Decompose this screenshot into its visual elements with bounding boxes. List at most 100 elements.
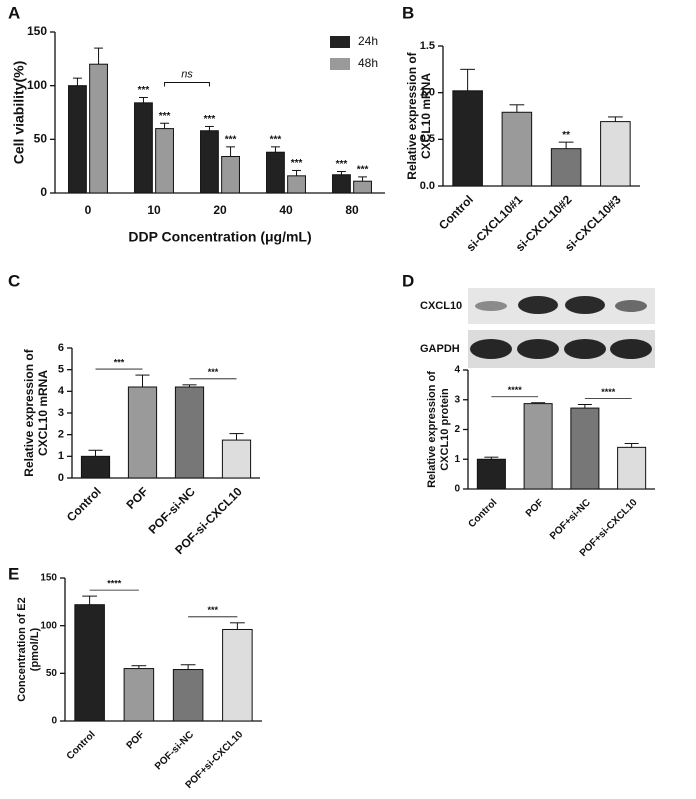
x-axis-title: DDP Concentration (μg/mL) xyxy=(128,229,311,245)
y-axis-title: Cell viability(%) xyxy=(11,61,27,164)
significance-label: *** xyxy=(336,159,348,170)
y-tick-label: 0.5 xyxy=(420,133,435,145)
blot-band xyxy=(564,339,606,359)
x-tick-label: POF+si-NC xyxy=(548,497,593,542)
bar xyxy=(123,668,155,722)
x-tick-label: Control xyxy=(466,497,499,530)
bar xyxy=(172,669,204,722)
blot-band xyxy=(475,301,507,311)
y-axis-title: Concentration of E2 xyxy=(16,597,28,702)
x-tick-label: 20 xyxy=(213,203,227,217)
bar xyxy=(174,386,205,479)
bar xyxy=(74,604,105,722)
y-tick-label: 1.5 xyxy=(420,40,435,52)
bar xyxy=(134,102,153,194)
y-tick-label: 0 xyxy=(58,472,64,484)
legend-label: 48h xyxy=(358,56,378,70)
blot-band xyxy=(610,339,652,359)
ns-label: ns xyxy=(181,68,193,80)
ns-bracket xyxy=(164,81,210,87)
blot-band xyxy=(518,296,558,314)
bar xyxy=(221,156,240,194)
panel-label: D xyxy=(402,271,414,290)
bar xyxy=(617,446,647,490)
blot-label: CXCL10 xyxy=(420,300,462,312)
y-tick-label: 50 xyxy=(46,668,58,679)
y-axis-title: Relative expression of xyxy=(405,51,419,179)
bar xyxy=(501,111,533,187)
bar xyxy=(523,403,553,490)
significance-label: ** xyxy=(562,130,570,141)
y-tick-label: 2 xyxy=(58,429,64,441)
comparison-label: *** xyxy=(208,367,219,377)
legend-swatch xyxy=(330,58,350,70)
y-tick-label: 0 xyxy=(454,484,460,495)
bar xyxy=(266,151,285,194)
y-tick-label: 150 xyxy=(40,573,57,584)
x-tick-label: POF-si-NC xyxy=(153,729,196,772)
y-tick-label: 1 xyxy=(58,450,64,462)
y-tick-label: 6 xyxy=(58,342,64,354)
y-tick-label: 0.0 xyxy=(420,180,435,192)
y-axis-title: Relative expression of xyxy=(426,371,438,488)
y-axis-title: (pmol/L) xyxy=(29,627,41,671)
bar xyxy=(600,121,631,187)
bar xyxy=(570,407,600,490)
significance-label: *** xyxy=(270,134,282,145)
x-tick-label: 80 xyxy=(345,203,359,217)
significance-label: *** xyxy=(357,165,369,176)
significance-label: *** xyxy=(138,85,150,96)
x-tick-label: POF xyxy=(124,484,151,511)
y-tick-label: 0 xyxy=(51,716,57,727)
y-tick-label: 1 xyxy=(454,454,460,465)
x-tick-label: 0 xyxy=(85,203,92,217)
comparison-label: **** xyxy=(107,578,122,588)
y-tick-label: 4 xyxy=(454,365,460,376)
significance-label: *** xyxy=(159,111,171,122)
bar xyxy=(155,128,174,194)
panel-label: E xyxy=(8,564,19,583)
x-tick-label: Control xyxy=(436,192,476,232)
panel-label: A xyxy=(8,3,20,22)
blot-band xyxy=(615,300,647,312)
y-tick-label: 50 xyxy=(34,132,48,146)
x-tick-label: POF xyxy=(524,497,546,519)
y-tick-label: 2 xyxy=(454,424,460,435)
bar xyxy=(476,458,506,490)
y-tick-label: 100 xyxy=(27,78,47,92)
x-tick-label: 10 xyxy=(147,203,161,217)
bar xyxy=(127,386,158,479)
western-blot xyxy=(468,288,655,368)
bar xyxy=(222,628,253,722)
x-tick-label: Control xyxy=(65,729,98,762)
bar xyxy=(550,148,582,187)
panel-label: C xyxy=(8,271,20,290)
y-tick-label: 5 xyxy=(58,364,64,376)
comparison-label: *** xyxy=(207,605,218,615)
y-tick-label: 0 xyxy=(40,185,47,199)
y-tick-label: 1.0 xyxy=(420,87,435,99)
significance-label: *** xyxy=(225,134,237,145)
y-tick-label: 3 xyxy=(58,407,64,419)
blot-band xyxy=(565,296,605,314)
x-tick-label: 40 xyxy=(279,203,293,217)
bar xyxy=(221,439,252,479)
x-tick-label: Control xyxy=(64,484,104,524)
comparison-label: **** xyxy=(508,385,523,395)
bar xyxy=(332,174,351,194)
bar xyxy=(287,175,306,194)
bar xyxy=(452,90,483,187)
y-tick-label: 100 xyxy=(40,620,57,631)
panel-label: B xyxy=(402,3,414,22)
y-axis-title: CXCL10 mRNA xyxy=(36,370,50,456)
significance-label: *** xyxy=(291,158,303,169)
bar xyxy=(353,180,372,194)
y-axis-title: CXCL10 protein xyxy=(439,388,451,471)
blot-band xyxy=(470,339,512,359)
y-tick-label: 3 xyxy=(454,394,460,405)
x-tick-label: POF xyxy=(125,729,147,751)
y-axis-title: Relative expression of xyxy=(22,348,36,476)
bar xyxy=(68,85,87,194)
legend-label: 24h xyxy=(358,34,378,48)
